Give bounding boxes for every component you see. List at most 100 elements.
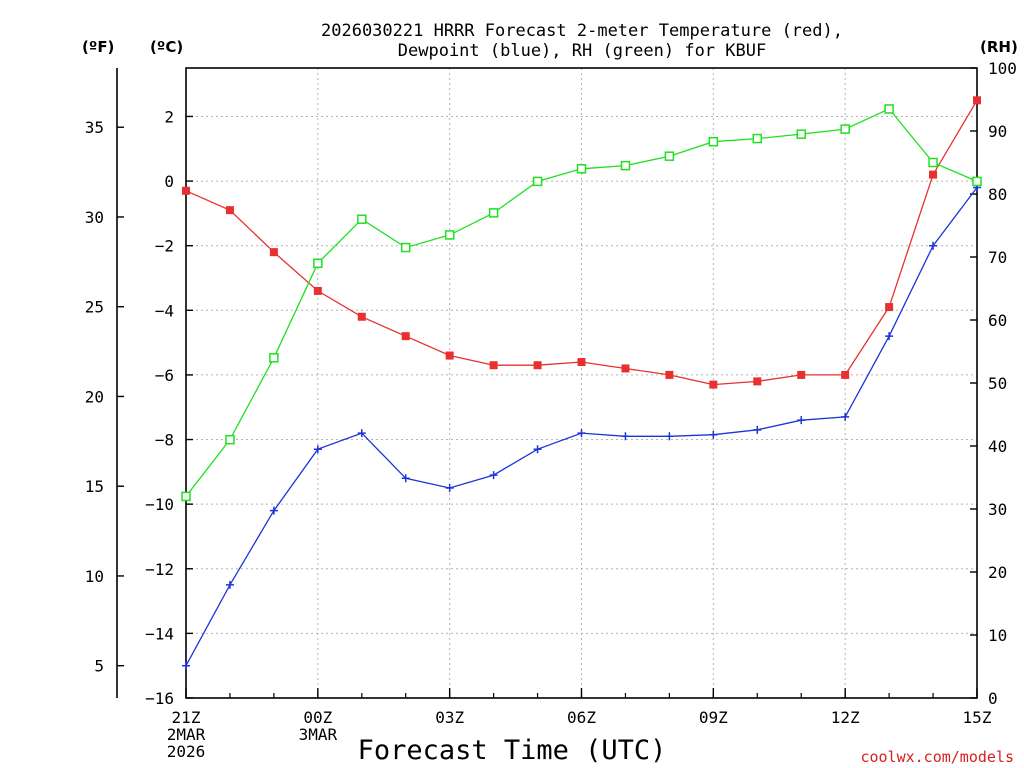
temperature-point <box>577 358 586 366</box>
rh-tick-label: 60 <box>988 311 1007 330</box>
temperature-point <box>225 206 234 215</box>
dewpoint-point <box>709 430 718 439</box>
rh-point <box>488 208 499 218</box>
temperature-point <box>841 370 850 379</box>
rh-point <box>884 104 894 114</box>
fahrenheit-tick-label: 20 <box>85 387 104 406</box>
rh-point <box>400 242 411 253</box>
time-tick-label: 15Z <box>963 708 992 727</box>
rh-point <box>357 214 367 224</box>
rh-point <box>444 230 455 240</box>
dewpoint-point <box>401 474 410 483</box>
dewpoint-point <box>357 429 366 438</box>
rh-point <box>225 434 235 445</box>
celsius-tick-label: −16 <box>145 689 174 708</box>
rh-point <box>620 160 631 171</box>
fahrenheit-unit-label: (ºF) <box>82 38 114 56</box>
celsius-tick-label: −8 <box>155 431 174 450</box>
temperature-point <box>973 96 981 105</box>
fahrenheit-tick-label: 10 <box>85 567 104 586</box>
celsius-axis-ticks: −16 −14 −12 −10 −8 −6 −4 −2 0 2 <box>145 107 193 708</box>
dewpoint-point <box>885 332 894 341</box>
dewpoint-point <box>929 241 938 250</box>
fahrenheit-axis-ticks: 5 10 15 20 25 30 35 <box>85 118 124 676</box>
celsius-tick-label: −2 <box>155 237 174 256</box>
dewpoint-point <box>489 471 498 480</box>
celsius-tick-label: −14 <box>145 624 174 643</box>
fahrenheit-tick-label: 5 <box>94 657 104 676</box>
rh-point <box>796 129 806 139</box>
series-temperature <box>182 96 981 389</box>
celsius-tick-label: −10 <box>145 495 174 514</box>
temperature-point <box>753 377 762 386</box>
chart-title-line-2: Dewpoint (blue), RH (green) for KBUF <box>398 41 766 61</box>
time-tick-label: 21Z <box>172 708 201 727</box>
rh-point <box>269 353 279 363</box>
rh-axis-ticks: 0 10 20 30 40 50 60 70 80 90 100 <box>970 59 1017 708</box>
dewpoint-point <box>182 661 190 670</box>
dewpoint-point <box>665 432 674 441</box>
temperature-point <box>401 332 410 341</box>
series-dewpoint <box>182 183 981 670</box>
rh-point <box>840 124 850 134</box>
dewpoint-point <box>577 429 586 438</box>
rh-point <box>313 258 323 269</box>
rh-tick-label: 30 <box>988 500 1007 519</box>
temperature-point <box>621 364 630 373</box>
time-tick-label: 2026 <box>167 742 206 761</box>
fahrenheit-tick-label: 15 <box>85 477 104 496</box>
dewpoint-point <box>313 445 322 454</box>
dewpoint-point <box>621 432 630 441</box>
rh-tick-label: 20 <box>988 563 1007 582</box>
rh-tick-label: 0 <box>988 689 998 708</box>
time-tick-label: 06Z <box>567 708 596 727</box>
time-tick-label: 12Z <box>831 708 860 727</box>
rh-point <box>181 491 191 502</box>
temperature-point <box>709 380 718 389</box>
temperature-point <box>665 370 674 379</box>
time-tick-label: 09Z <box>699 708 728 727</box>
rh-point <box>972 176 982 187</box>
time-tick-label: 2MAR <box>167 725 206 744</box>
rh-tick-label: 10 <box>988 626 1007 645</box>
chart-title-line-1: 2026030221 HRRR Forecast 2-meter Tempera… <box>321 21 843 41</box>
rh-tick-label: 80 <box>988 185 1007 204</box>
rh-point <box>532 176 543 187</box>
temperature-point <box>533 361 542 370</box>
x-axis-title: Forecast Time (UTC) <box>358 735 667 766</box>
temperature-point <box>182 186 190 195</box>
temperature-point <box>929 170 938 179</box>
time-tick-label: 03Z <box>435 708 464 727</box>
rh-tick-label: 70 <box>988 248 1007 267</box>
gridlines <box>186 68 977 698</box>
temperature-point <box>489 361 498 370</box>
dewpoint-point <box>269 506 278 515</box>
time-tick-label: 3MAR <box>299 725 338 744</box>
celsius-tick-label: −4 <box>155 301 174 320</box>
dewpoint-point <box>225 580 234 589</box>
dewpoint-point <box>841 412 850 421</box>
dewpoint-point <box>445 484 454 492</box>
fahrenheit-tick-label: 25 <box>85 298 104 317</box>
celsius-unit-label: (ºC) <box>150 38 183 56</box>
temperature-point <box>357 312 366 321</box>
rh-point <box>928 157 938 168</box>
temperature-point <box>885 303 894 312</box>
fahrenheit-tick-label: 30 <box>85 208 104 227</box>
celsius-tick-label: −6 <box>155 366 174 385</box>
rh-point <box>576 164 587 174</box>
celsius-tick-label: −12 <box>145 560 174 579</box>
temperature-point <box>269 248 278 257</box>
fahrenheit-tick-label: 35 <box>85 118 104 137</box>
rh-tick-label: 50 <box>988 374 1007 393</box>
credit-text: coolwx.com/models <box>860 748 1014 766</box>
celsius-tick-label: 0 <box>164 172 174 191</box>
dewpoint-point <box>797 416 806 425</box>
rh-unit-label: (RH) <box>980 38 1018 56</box>
rh-tick-label: 40 <box>988 437 1007 456</box>
celsius-tick-label: 2 <box>164 107 174 126</box>
data-series <box>181 96 982 670</box>
